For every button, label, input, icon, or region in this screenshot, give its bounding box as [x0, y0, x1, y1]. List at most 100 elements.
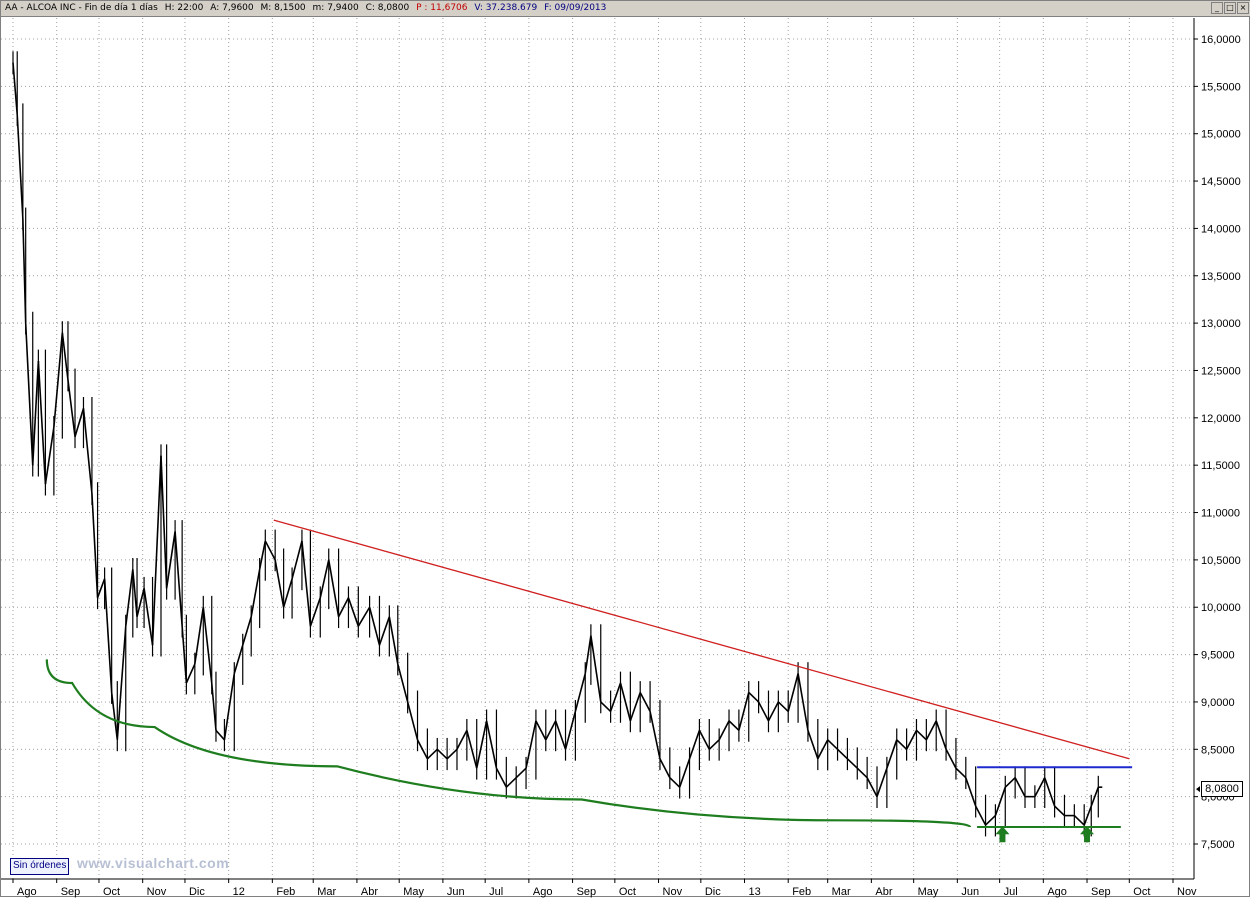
x-tick-label: Jun: [961, 886, 979, 898]
price-segment: [436, 748, 448, 760]
price-segment: [787, 673, 799, 712]
price-segment: [96, 578, 106, 599]
price-segment: [337, 597, 350, 618]
price-segment: [856, 767, 868, 779]
price-segment: [37, 360, 47, 485]
price-segment: [545, 720, 557, 741]
price-segment: [258, 540, 267, 570]
price-segment: [74, 408, 85, 437]
last-price-label: 8,0800: [1201, 781, 1243, 797]
x-tick-label: 12: [233, 886, 245, 898]
y-tick-label: 10,0000: [1201, 602, 1241, 614]
header-symbol: AA - ALCOA INC - Fin de día 1 días: [5, 3, 158, 13]
y-tick-label: 12,5000: [1201, 365, 1241, 377]
price-segment: [525, 720, 537, 769]
price-segment: [215, 729, 226, 741]
price-segment: [965, 777, 977, 807]
orders-status-button[interactable]: Sin órdenes: [10, 858, 70, 875]
price-segment: [708, 739, 720, 750]
y-tick-label: 16,0000: [1201, 34, 1241, 46]
y-tick-label: 12,0000: [1201, 413, 1241, 425]
y-tick-label: 15,0000: [1201, 129, 1241, 141]
x-tick-label: Sep: [1091, 886, 1111, 898]
price-segment: [905, 729, 918, 750]
x-tick-label: Nov: [1177, 886, 1197, 898]
price-segment: [554, 720, 567, 750]
price-segment: [223, 673, 236, 740]
chart-grid: [1, 18, 1194, 879]
x-tick-label: Mar: [832, 886, 851, 898]
price-segment: [738, 692, 750, 731]
price-segment: [748, 691, 760, 703]
price-segment: [309, 597, 322, 627]
price-segment: [649, 711, 661, 759]
price-segment: [406, 701, 419, 741]
price-segment: [202, 607, 213, 684]
last-price-pointer: [1196, 786, 1200, 793]
x-tick-label: Sep: [61, 886, 81, 898]
price-segment: [600, 701, 612, 712]
price-segment: [757, 701, 770, 722]
y-tick-label: 10,5000: [1201, 555, 1241, 567]
price-segment: [984, 815, 996, 826]
y-tick-label: 13,5000: [1201, 271, 1241, 283]
price-segment: [564, 711, 577, 750]
x-tick-label: Sep: [577, 886, 597, 898]
price-segment: [165, 531, 176, 589]
price-segment: [291, 540, 303, 580]
price-segment: [590, 635, 602, 703]
price-segment: [1054, 805, 1066, 817]
price-segment: [505, 777, 517, 788]
y-axis: 16,0000 15,5000 15,0000 14,5000 14,0000 13,50…: [1193, 18, 1241, 879]
price-segment: [103, 578, 113, 693]
y-tick-label: 14,0000: [1201, 223, 1241, 235]
support-curve: [45, 659, 972, 829]
price-segment: [274, 559, 285, 608]
y-tick-label: 15,5000: [1201, 81, 1241, 93]
price-segment: [535, 720, 547, 741]
price-segment: [301, 540, 312, 627]
price-segment: [233, 644, 244, 674]
close-button[interactable]: ×: [1237, 2, 1249, 14]
price-segment: [67, 379, 76, 437]
header-close: C: 8,0800: [365, 3, 410, 13]
x-tick-label: Jul: [1004, 886, 1018, 898]
price-segment: [82, 408, 93, 494]
x-tick-label: Oct: [1133, 886, 1150, 898]
price-segment: [797, 673, 809, 731]
price-segment: [327, 559, 340, 617]
price-segment: [678, 758, 691, 788]
price-segment: [955, 767, 967, 779]
price-segment: [659, 758, 671, 779]
price-segment: [456, 729, 468, 750]
price-segment: [584, 635, 592, 674]
price-segment: [143, 588, 154, 646]
price-segment: [475, 720, 488, 769]
price-segment: [53, 332, 64, 428]
y-tick-label: 9,5000: [1201, 650, 1235, 662]
price-segment: [886, 739, 898, 769]
price-segment: [347, 597, 360, 627]
maximize-button[interactable]: □: [1224, 2, 1236, 14]
header-hour: H: 22:00: [164, 3, 204, 13]
price-segment: [194, 607, 205, 665]
x-tick-label: Feb: [792, 886, 811, 898]
y-tick-label: 11,5000: [1201, 460, 1240, 472]
price-segment: [1073, 815, 1085, 826]
minimize-button[interactable]: _: [1211, 2, 1223, 14]
price-segment: [866, 777, 878, 798]
price-segment: [24, 323, 34, 466]
price-segment: [495, 767, 508, 788]
price-segment: [319, 559, 330, 598]
x-tick-label: Ago: [533, 886, 553, 898]
header-p: P : 11,6706: [416, 3, 468, 13]
price-segment: [1083, 805, 1093, 826]
price-segment: [807, 730, 819, 760]
price-segment: [12, 62, 19, 115]
x-tick-label: Nov: [663, 886, 683, 898]
price-segment: [846, 758, 858, 769]
header-high: M: 8,1500: [260, 3, 306, 13]
x-tick-label: Dic: [189, 886, 205, 898]
